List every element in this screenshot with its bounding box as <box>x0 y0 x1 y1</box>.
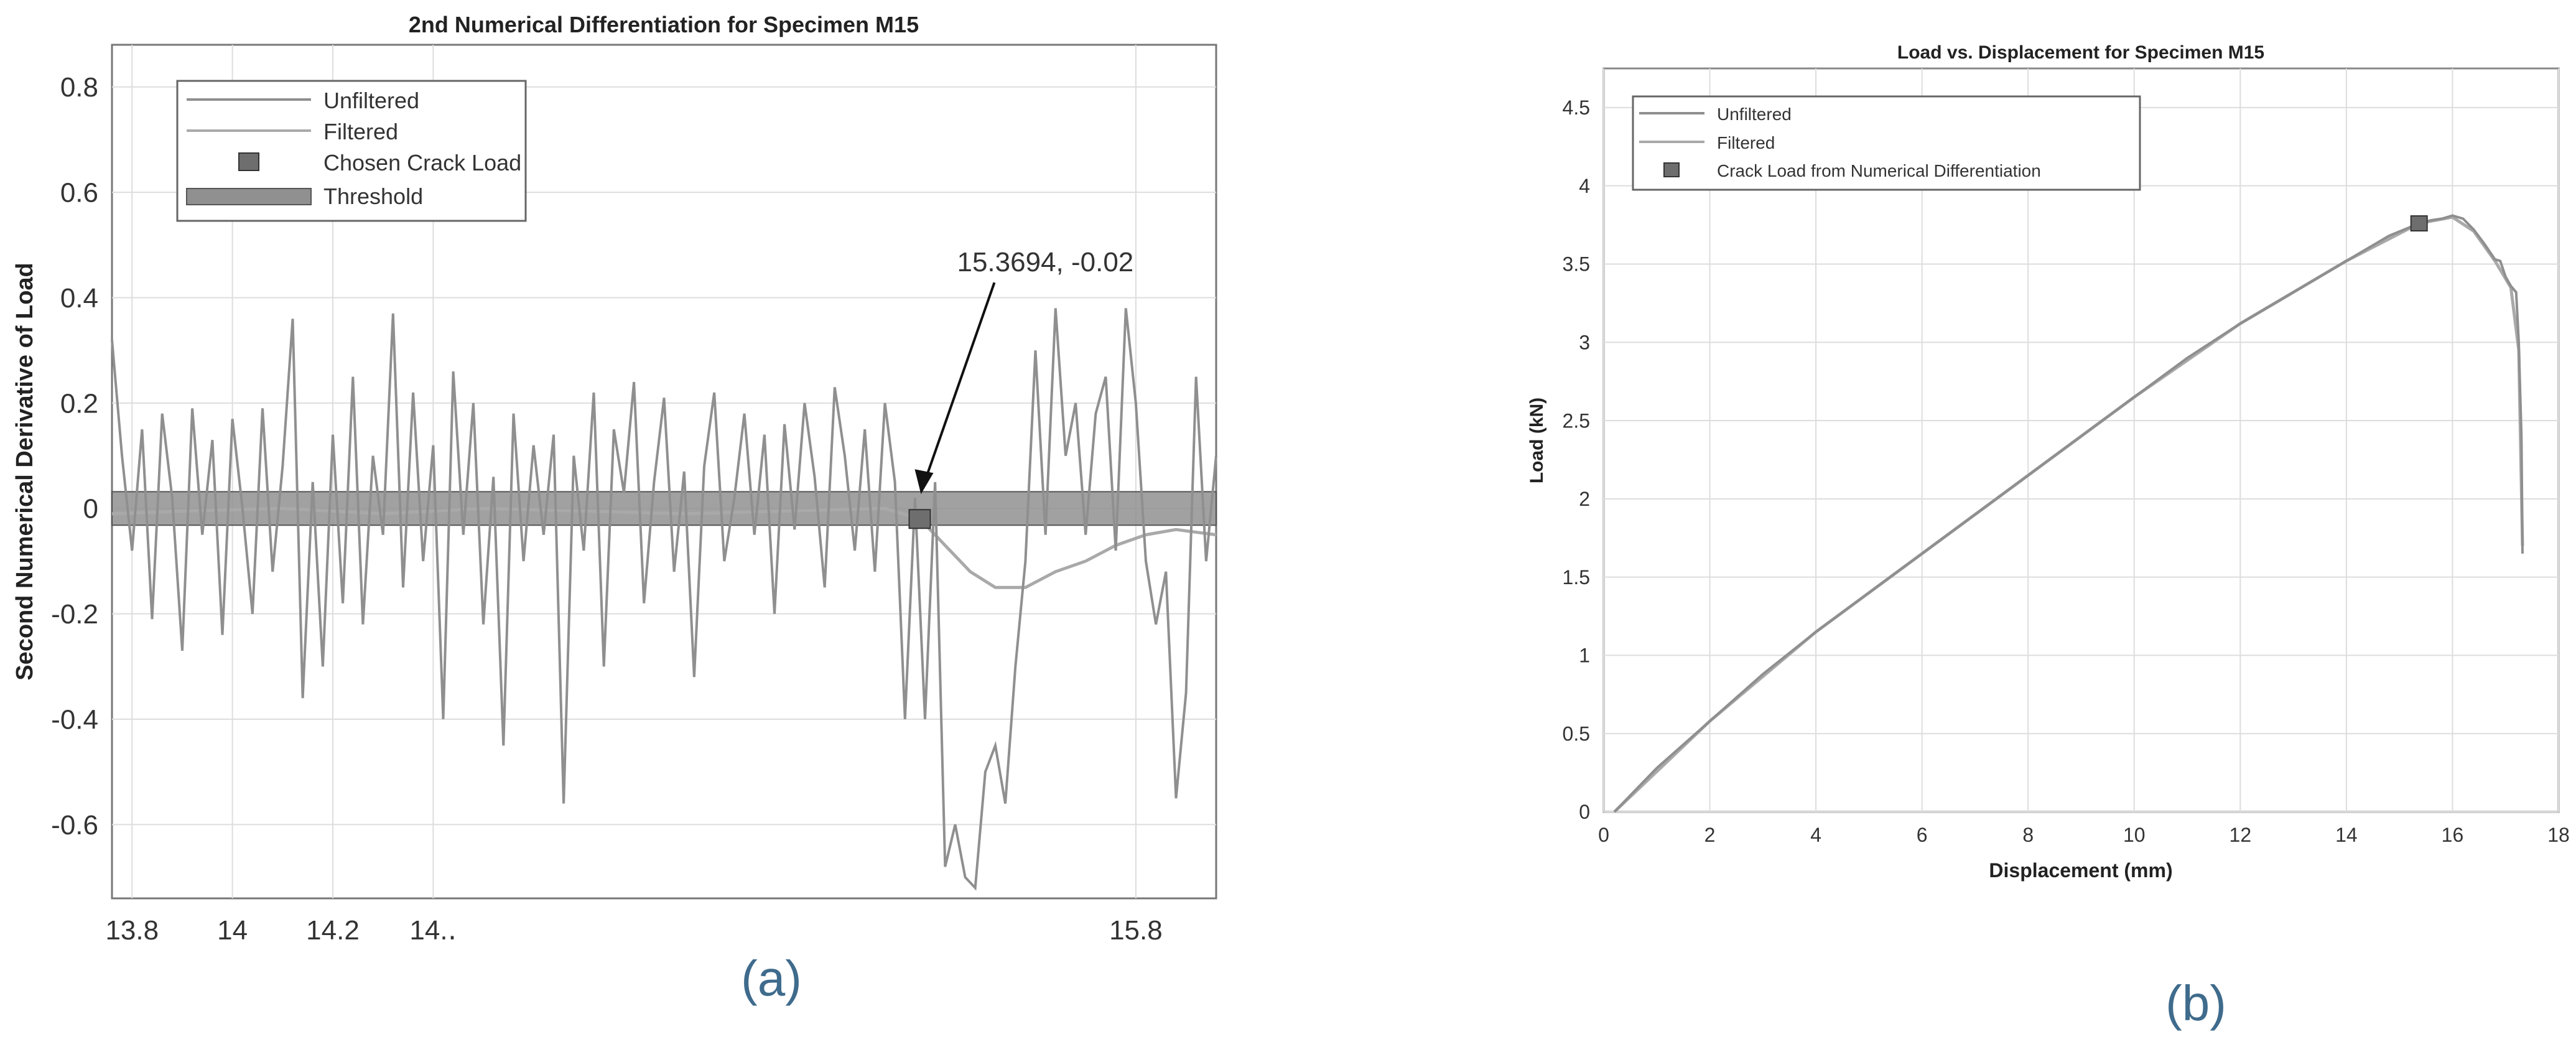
chart-b-y-tick-label: 2 <box>1579 488 1590 510</box>
chart-b-y-tick-label: 4 <box>1579 175 1590 197</box>
chart-a-legend-crack-swatch <box>238 152 259 171</box>
chart-a-x-tick-label: 13.8 <box>105 915 159 946</box>
chart-a-legend-unfiltered: Unfiltered <box>323 88 419 113</box>
chart-a-legend-threshold: Threshold <box>323 184 423 209</box>
chart-b-crack-marker <box>2410 215 2428 232</box>
chart-b-legend-unfiltered: Unfiltered <box>1717 105 1792 124</box>
chart-a-x-tick-label: 14.․ <box>409 915 457 946</box>
chart-b-x-tick-label: 8 <box>2022 824 2034 846</box>
chart-b-y-axis-label: Load (kN) <box>1527 398 1547 483</box>
chart-b-y-ticks: 0 0.5 1 1.5 2 2.5 3 3.5 4 4.5 <box>1563 96 1590 823</box>
chart-a-y-ticks: 0.8 0.6 0.4 0.2 0 -0.2 -0.4 -0.6 <box>51 72 98 840</box>
chart-b-legend: Unfiltered Filtered Crack Load from Nume… <box>1632 95 2141 191</box>
chart-b-x-ticks: 0 2 4 6 8 10 12 14 16 18 <box>1598 824 2570 846</box>
chart-a-legend-crack: Chosen Crack Load <box>323 150 521 175</box>
chart-b-legend-box <box>1632 95 2141 191</box>
chart-b-plot-area <box>1602 67 2560 813</box>
chart-b-y-tick-label: 1 <box>1579 645 1590 667</box>
chart-b-y-tick-label: 3 <box>1579 331 1590 353</box>
chart-b-grid <box>1603 68 2559 813</box>
chart-a-x-tick-label: 14 <box>217 915 248 946</box>
chart-b-legend-crack-swatch <box>1663 162 1680 177</box>
chart-b-x-tick-label: 2 <box>1704 824 1716 846</box>
chart-b-y-tick-label: 1.5 <box>1563 566 1590 589</box>
chart-a-y-tick-label: -0.4 <box>51 704 98 735</box>
chart-a-crack-marker <box>908 509 931 529</box>
chart-b-x-tick-label: 0 <box>1598 824 1609 846</box>
chart-b-title: Load vs. Displacement for Specimen M15 <box>1897 42 2264 63</box>
chart-b-x-tick-label: 10 <box>2123 824 2146 846</box>
chart-a: 15.3694, -0.02 0.8 0.6 0.4 0.2 0 -0.2 -0.4 -0.6… <box>12 12 1217 1006</box>
chart-a-annotation-arrowhead <box>914 469 934 495</box>
chart-a-y-axis-label: Second Numerical Derivative of Load <box>12 263 38 681</box>
chart-b-x-axis-label: Displacement (mm) <box>1989 859 2172 882</box>
chart-a-y-tick-label: 0.6 <box>60 178 98 208</box>
chart-a-y-tick-label: -0.2 <box>51 599 98 630</box>
chart-a-annotation-arrow <box>923 282 996 482</box>
chart-b-x-tick-label: 12 <box>2230 824 2252 846</box>
chart-a-y-tick-label: 0 <box>83 494 98 524</box>
chart-a-x-ticks: 13.8 14 14.2 14.․ 15.8 <box>105 915 1162 946</box>
chart-a-y-tick-label: -0.6 <box>51 810 98 840</box>
chart-a-legend: Unfiltered Filtered Chosen Crack Load Th… <box>176 80 527 222</box>
chart-b-legend-crack: Crack Load from Numerical Differentiatio… <box>1717 161 2041 180</box>
chart-b-y-tick-label: 4.5 <box>1563 96 1590 119</box>
chart-b-unfiltered-line <box>1613 214 2524 813</box>
chart-a-y-tick-label: 0.8 <box>60 72 98 103</box>
chart-b: 0 0.5 1 1.5 2 2.5 3 3.5 4 4.5 0 2 4 6 8 10 12 14 16 18 Loa… <box>1527 42 2570 1031</box>
chart-a-x-tick-label: 14.2 <box>306 915 360 946</box>
chart-b-legend-filtered: Filtered <box>1717 133 1775 152</box>
chart-b-x-tick-label: 4 <box>1810 824 1821 846</box>
chart-b-y-tick-label: 0.5 <box>1563 722 1590 745</box>
chart-a-title: 2nd Numerical Differentiation for Specim… <box>409 12 919 37</box>
chart-b-caption: (b) <box>2165 976 2226 1031</box>
chart-b-x-tick-label: 6 <box>1917 824 1928 846</box>
chart-a-legend-threshold-swatch <box>186 188 312 205</box>
chart-b-y-tick-label: 3.5 <box>1563 253 1590 276</box>
chart-b-x-tick-label: 18 <box>2547 824 2570 846</box>
chart-b-x-tick-label: 14 <box>2335 824 2358 846</box>
chart-a-annotation-label: 15.3694, -0.02 <box>957 247 1133 277</box>
chart-a-caption: (a) <box>741 951 802 1006</box>
chart-b-y-tick-label: 2.5 <box>1563 409 1590 432</box>
chart-b-y-tick-label: 0 <box>1579 801 1590 823</box>
chart-b-x-tick-label: 16 <box>2442 824 2464 846</box>
chart-a-x-tick-label: 15.8 <box>1109 915 1163 946</box>
chart-a-y-tick-label: 0.2 <box>60 388 98 419</box>
chart-a-y-tick-label: 0.4 <box>60 283 98 314</box>
chart-a-unfiltered-line <box>111 308 1217 891</box>
chart-a-legend-filtered: Filtered <box>323 119 398 144</box>
